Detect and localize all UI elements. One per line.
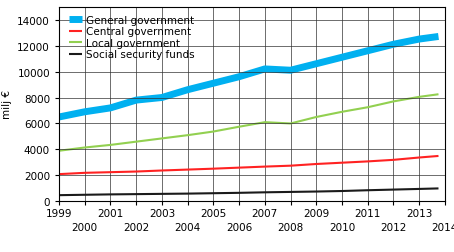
- Social security funds: [416, 188, 422, 191]
- Central government: [314, 163, 319, 166]
- General government: [159, 97, 165, 100]
- Local government: [262, 121, 267, 124]
- General government: [339, 56, 345, 59]
- Line: Central government: Central government: [59, 156, 439, 174]
- General government: [237, 76, 242, 79]
- General government: [185, 89, 190, 92]
- General government: [436, 36, 441, 39]
- General government: [391, 44, 396, 47]
- Central government: [365, 160, 370, 163]
- Local government: [82, 146, 88, 149]
- Social security funds: [365, 189, 370, 192]
- General government: [262, 68, 267, 71]
- Central government: [339, 162, 345, 165]
- Social security funds: [436, 187, 441, 190]
- Social security funds: [262, 191, 267, 194]
- Social security funds: [133, 193, 139, 196]
- Central government: [416, 156, 422, 159]
- Local government: [339, 111, 345, 114]
- Line: Social security funds: Social security funds: [59, 189, 439, 195]
- General government: [133, 99, 139, 102]
- Local government: [365, 106, 370, 109]
- General government: [416, 38, 422, 41]
- Social security funds: [288, 191, 293, 194]
- Central government: [436, 155, 441, 158]
- Local government: [391, 101, 396, 104]
- Social security funds: [185, 192, 190, 195]
- Central government: [391, 159, 396, 162]
- Local government: [237, 126, 242, 129]
- General government: [314, 63, 319, 66]
- Social security funds: [391, 188, 396, 191]
- Central government: [185, 168, 190, 171]
- Central government: [108, 171, 113, 174]
- Central government: [237, 167, 242, 170]
- Local government: [56, 150, 62, 153]
- Social security funds: [339, 190, 345, 193]
- Local government: [288, 122, 293, 125]
- Social security funds: [237, 192, 242, 195]
- Legend: General government, Central government, Local government, Social security funds: General government, Central government, …: [68, 15, 196, 61]
- Central government: [56, 173, 62, 176]
- Line: Local government: Local government: [59, 95, 439, 151]
- Social security funds: [211, 192, 216, 195]
- Local government: [416, 96, 422, 99]
- Social security funds: [82, 194, 88, 197]
- General government: [211, 82, 216, 85]
- Local government: [314, 116, 319, 119]
- Central government: [288, 165, 293, 168]
- Social security funds: [159, 193, 165, 196]
- Local government: [108, 144, 113, 147]
- Line: General government: General government: [59, 37, 439, 117]
- Central government: [211, 168, 216, 171]
- Central government: [159, 169, 165, 172]
- Social security funds: [56, 194, 62, 197]
- Central government: [82, 172, 88, 175]
- Social security funds: [108, 193, 113, 196]
- General government: [108, 107, 113, 110]
- General government: [82, 111, 88, 114]
- Local government: [436, 93, 441, 96]
- Local government: [133, 141, 139, 144]
- General government: [56, 116, 62, 119]
- General government: [365, 50, 370, 53]
- Central government: [133, 170, 139, 173]
- Local government: [185, 134, 190, 137]
- Central government: [262, 165, 267, 168]
- Local government: [211, 131, 216, 134]
- Local government: [159, 137, 165, 140]
- Social security funds: [314, 190, 319, 193]
- Y-axis label: milj €: milj €: [2, 90, 12, 119]
- General government: [288, 70, 293, 73]
